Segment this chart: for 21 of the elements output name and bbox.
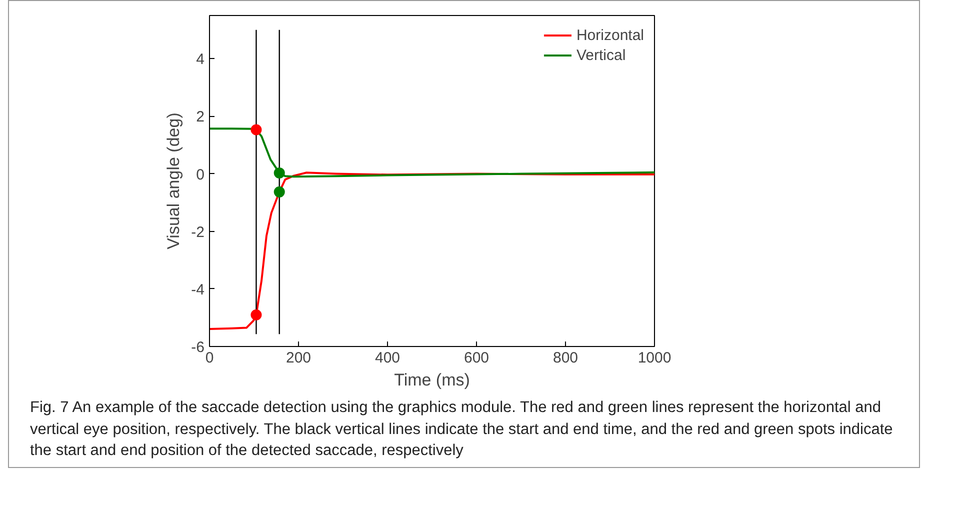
line-series bbox=[210, 172, 654, 330]
y-tick-label: 0 bbox=[196, 166, 204, 184]
point bbox=[250, 309, 262, 320]
point bbox=[250, 124, 262, 136]
x-axis-title: Time (ms) bbox=[394, 370, 470, 390]
caption: Fig. 7 An example of the saccade detection using the graphics module. The red and green lines represent the horizontal and vertical eye position, respectively. The black vertical lines indicate the start and end time, and the red and green spots indicate the start and end position of the detected saccade, respectively bbox=[30, 398, 894, 462]
y-tick-label: -2 bbox=[191, 224, 205, 241]
point bbox=[274, 186, 285, 198]
y-tick-label: 4 bbox=[196, 51, 204, 68]
x-tick-label: 600 bbox=[464, 350, 490, 366]
x-tick-label: 400 bbox=[374, 350, 400, 366]
x-tick-label: 800 bbox=[552, 350, 578, 366]
x-tick-label: 1000 bbox=[638, 350, 672, 366]
y-tick-label: 2 bbox=[196, 108, 204, 126]
x-tick-label: 200 bbox=[286, 350, 312, 366]
y-tick-label: -6 bbox=[191, 339, 205, 356]
point bbox=[274, 167, 285, 178]
y-axis-title: Visual angle (deg) bbox=[164, 112, 184, 250]
y-tick-label: -4 bbox=[191, 281, 205, 298]
legend-label: Vertical bbox=[576, 46, 626, 64]
legend-label: Horizontal bbox=[576, 26, 644, 44]
